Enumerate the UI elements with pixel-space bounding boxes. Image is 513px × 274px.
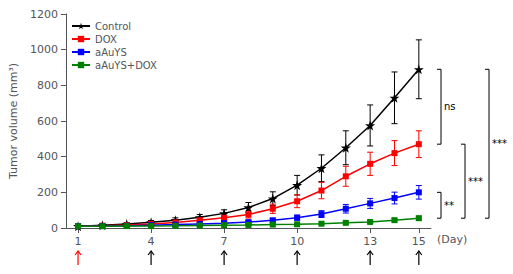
svg-text:13: 13	[363, 235, 377, 248]
svg-text:200: 200	[37, 186, 58, 199]
svg-text:DOX: DOX	[95, 34, 117, 45]
svg-text:1: 1	[75, 235, 82, 248]
svg-text:(Day): (Day)	[437, 233, 467, 246]
svg-text:4: 4	[148, 235, 155, 248]
svg-text:10: 10	[290, 235, 304, 248]
svg-text:ns: ns	[444, 101, 456, 112]
svg-text:Control: Control	[95, 21, 131, 32]
svg-text:***: ***	[492, 138, 507, 149]
svg-text:7: 7	[221, 235, 228, 248]
svg-text:800: 800	[37, 79, 58, 92]
svg-text:**: **	[444, 200, 454, 211]
svg-text:1000: 1000	[30, 43, 58, 56]
svg-text:***: ***	[468, 176, 483, 187]
svg-text:15: 15	[412, 235, 426, 248]
svg-text:aAuYS+DOX: aAuYS+DOX	[95, 60, 157, 71]
svg-text:1200: 1200	[30, 8, 58, 21]
svg-text:Tumor volume (mm³): Tumor volume (mm³)	[7, 63, 20, 180]
svg-text:400: 400	[37, 150, 58, 163]
svg-text:0: 0	[51, 222, 58, 235]
svg-text:aAuYS: aAuYS	[95, 47, 127, 58]
svg-text:600: 600	[37, 115, 58, 128]
